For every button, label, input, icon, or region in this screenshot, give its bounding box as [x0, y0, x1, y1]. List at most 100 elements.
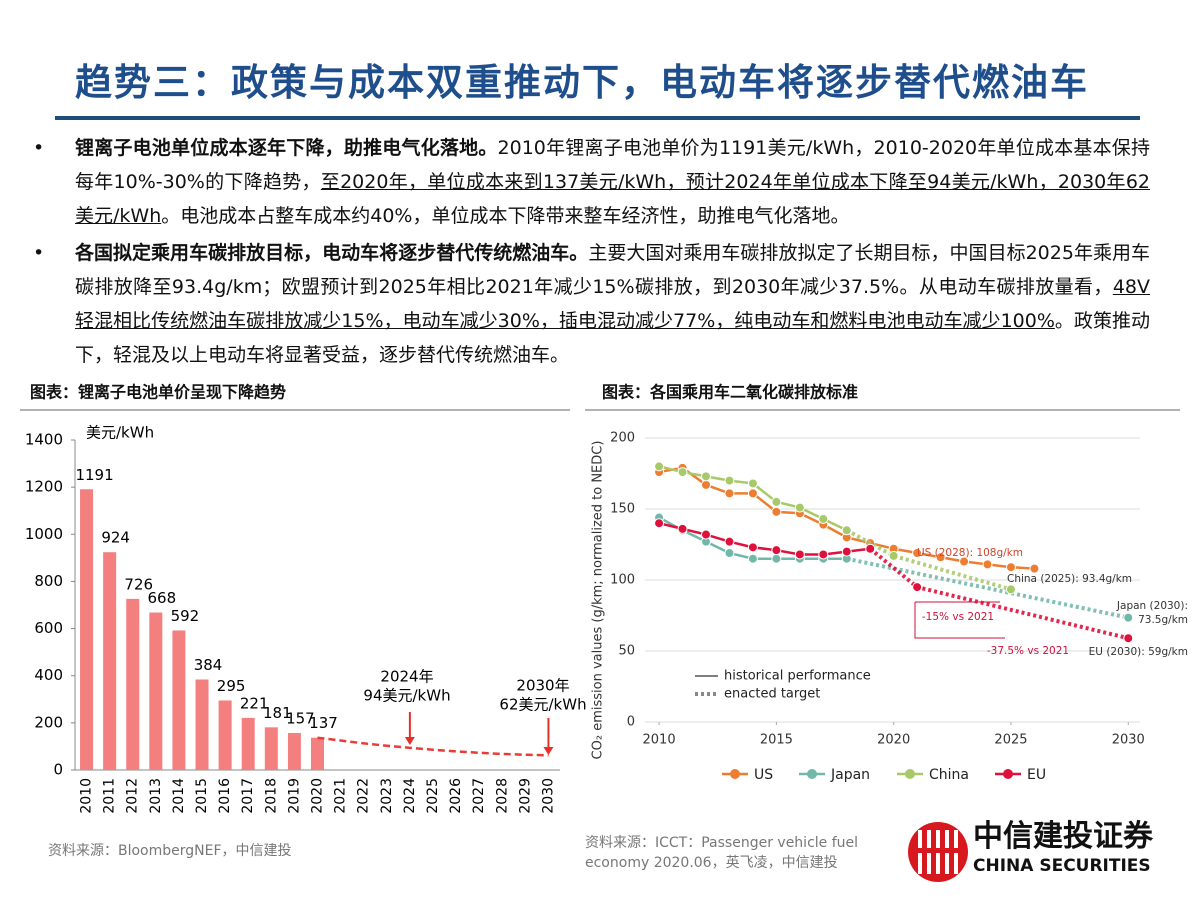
- x-tick-label: 2024: [402, 778, 418, 814]
- point: [700, 479, 711, 490]
- source: economy 2020.06，英飞凌，中信建投: [585, 854, 838, 871]
- point: [771, 496, 782, 507]
- bar: [311, 737, 324, 770]
- legend-label: China: [929, 767, 969, 783]
- y-axis-label: CO₂ emission values (g/km; normalized to…: [591, 441, 606, 760]
- bullet-segment: 各国拟定乘用车碳排放目标，电动车将逐步替代传统燃油车。: [75, 242, 589, 264]
- bar: [241, 717, 255, 770]
- point: [700, 529, 711, 540]
- y-tick-label: 0: [627, 715, 635, 730]
- point: [677, 467, 688, 478]
- x-tick-label: 2026: [448, 778, 464, 814]
- point: [724, 488, 735, 499]
- x-tick-label: 2021: [333, 778, 349, 814]
- value-label: 726: [124, 575, 153, 593]
- annotation: 2024年: [380, 668, 433, 686]
- point: [654, 461, 665, 472]
- point: [724, 548, 735, 559]
- y-tick-label: 150: [610, 502, 635, 517]
- arrow-head: [543, 747, 554, 755]
- value-label: 592: [171, 607, 200, 625]
- y-tick-label: 1200: [25, 478, 63, 496]
- x-tick-label: 2015: [760, 733, 793, 748]
- logo-name-en: CHINA SECURITIES: [973, 856, 1151, 876]
- annotation: 62美元/kWh: [499, 696, 586, 714]
- x-tick-label: 2030: [1112, 733, 1145, 748]
- title-rule: [55, 116, 1140, 120]
- x-tick-label: 2013: [148, 778, 164, 814]
- x-tick-label: 2019: [286, 778, 302, 814]
- point: [771, 506, 782, 517]
- x-tick-label: 2012: [125, 778, 141, 814]
- y-unit: 美元/kWh: [86, 424, 154, 442]
- point: [794, 549, 805, 560]
- callout: -15% vs 2021: [922, 611, 994, 623]
- x-tick-label: 2018: [263, 778, 279, 814]
- legend-marker: [730, 769, 740, 779]
- x-tick-label: 2025: [994, 733, 1027, 748]
- legend-marker: [905, 769, 915, 779]
- point: [841, 525, 852, 536]
- chart-title: 图表：各国乘用车二氧化碳排放标准: [602, 383, 858, 402]
- source: 资料来源：ICCT：Passenger vehicle fuel: [585, 835, 858, 851]
- point-label: EU (2030): 59g/km: [1089, 646, 1188, 658]
- point: [771, 553, 782, 564]
- value-label: 137: [309, 714, 338, 732]
- point: [1005, 562, 1016, 573]
- y-tick-label: 50: [618, 644, 635, 659]
- legend-label: historical performance: [724, 669, 871, 684]
- y-tick-label: 400: [34, 666, 63, 684]
- value-label: 384: [194, 656, 223, 674]
- y-tick-label: 100: [610, 573, 635, 588]
- bullet-dot: •: [33, 137, 45, 159]
- value-label: 181: [263, 704, 292, 722]
- target-line: [845, 528, 1012, 592]
- logo-stripe: [914, 848, 962, 853]
- x-tick-label: 2014: [171, 778, 187, 814]
- bar: [80, 489, 94, 770]
- x-tick-label: 2015: [194, 778, 210, 814]
- point: [724, 475, 735, 486]
- bar: [195, 679, 209, 770]
- bullet-dot: •: [33, 242, 45, 264]
- page-title: 趋势三：政策与成本双重推动下，电动车将逐步替代燃油车: [75, 60, 1089, 104]
- chart-title: 图表：锂离子电池单价呈现下降趋势: [30, 383, 286, 402]
- point: [959, 556, 970, 567]
- x-tick-label: 2017: [240, 778, 256, 814]
- point: [747, 488, 758, 499]
- bullet-segment: 主要大国对乘用车碳排放拟定了长期目标，中国目标2025年乘用车碳排放降至93.4…: [75, 242, 1150, 298]
- point: [888, 550, 899, 561]
- x-tick-label: 2020: [877, 733, 910, 748]
- point-label: China (2025): 93.4g/km: [1007, 573, 1132, 585]
- value-label: 157: [286, 709, 315, 727]
- value-label: 668: [148, 589, 177, 607]
- bullet-segment: 至2020年，单位成本来到137美元/kWh，预计2024年单位成本下降至94美…: [75, 171, 1150, 227]
- point: [794, 502, 805, 513]
- point: [771, 545, 782, 556]
- x-tick-label: 2030: [540, 778, 556, 814]
- bar: [103, 552, 117, 770]
- bar: [287, 732, 301, 770]
- legend-label: enacted target: [724, 687, 820, 702]
- point: [700, 471, 711, 482]
- bullet-segment: 锂离子电池单位成本逐年下降，助推电气化落地。: [75, 137, 498, 159]
- point: [1029, 563, 1040, 574]
- y-tick-label: 800: [34, 572, 63, 590]
- bar: [172, 630, 186, 770]
- x-tick-label: 2025: [425, 778, 441, 814]
- x-tick-label: 2027: [471, 778, 487, 814]
- legend-label: EU: [1027, 767, 1046, 783]
- x-tick-label: 2020: [310, 778, 326, 814]
- point: [654, 518, 665, 529]
- y-tick-label: 600: [34, 619, 63, 637]
- x-tick-label: 2028: [494, 778, 510, 814]
- point: [747, 542, 758, 553]
- value-label: 221: [240, 694, 269, 712]
- point: [982, 559, 993, 570]
- point: [912, 548, 923, 559]
- point: [1123, 633, 1134, 644]
- x-tick-label: 2010: [79, 778, 95, 814]
- y-tick-label: 1400: [25, 431, 63, 449]
